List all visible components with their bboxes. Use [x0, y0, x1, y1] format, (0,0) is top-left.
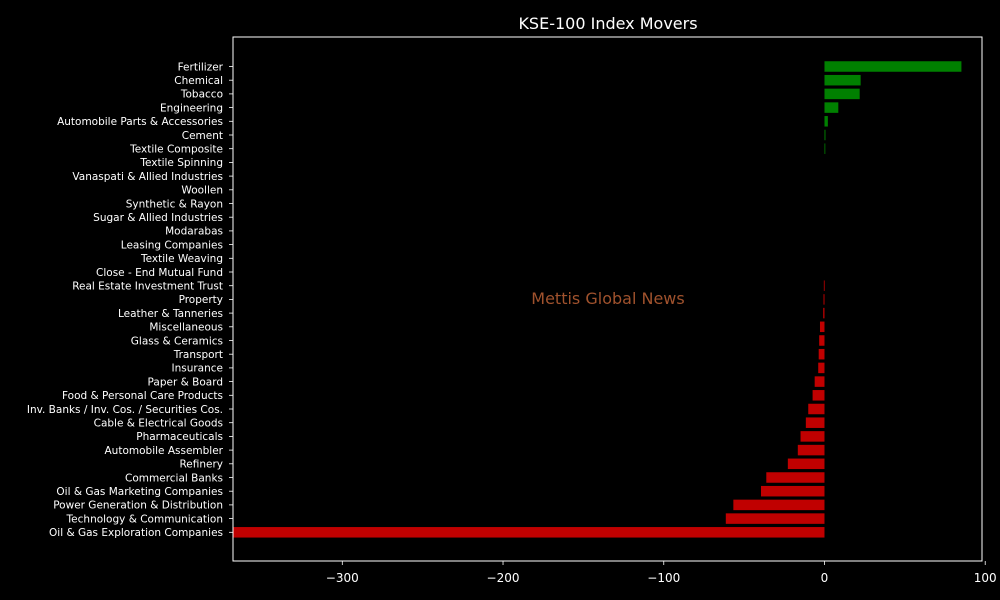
bar-insurance	[818, 362, 825, 374]
bar-engineering	[824, 102, 839, 113]
category-label-close-end-mutual-fund: Close - End Mutual Fund	[96, 267, 223, 279]
watermark: Mettis Global News	[531, 289, 684, 308]
bar-refinery	[787, 458, 825, 470]
bar-property	[823, 294, 825, 305]
category-label-leasing-companies: Leasing Companies	[121, 239, 223, 251]
bars-group	[233, 61, 962, 538]
bar-textile-composite	[824, 143, 826, 154]
bar-technology-communication	[725, 513, 825, 524]
bar-oil-gas-marketing-companies	[760, 485, 825, 497]
bar-transport	[818, 348, 825, 360]
category-label-technology-communication: Technology & Communication	[66, 513, 223, 525]
category-label-automobile-assembler: Automobile Assembler	[105, 445, 224, 457]
x-tick-label: 100	[974, 571, 997, 585]
category-label-leather-tanneries: Leather & Tanneries	[118, 308, 223, 320]
bar-automobile-assembler	[797, 444, 825, 456]
category-label-cement: Cement	[182, 130, 223, 142]
bar-power-generation-distribution	[733, 499, 825, 511]
category-label-miscellaneous: Miscellaneous	[149, 322, 223, 334]
category-label-textile-composite: Textile Composite	[129, 144, 223, 156]
category-label-oil-gas-marketing-companies: Oil & Gas Marketing Companies	[56, 486, 223, 498]
category-label-glass-ceramics: Glass & Ceramics	[131, 335, 223, 347]
bar-chemical	[824, 74, 861, 86]
x-tick-label: 0	[821, 571, 829, 585]
category-label-paper-board: Paper & Board	[148, 376, 223, 388]
bar-pharmaceuticals	[800, 431, 825, 442]
category-label-power-generation-distribution: Power Generation & Distribution	[53, 500, 223, 512]
category-label-textile-spinning: Textile Spinning	[139, 157, 223, 169]
category-label-vanaspati-allied-industries: Vanaspati & Allied Industries	[72, 171, 223, 183]
plot-frame	[232, 36, 983, 562]
category-label-automobile-parts-accessories: Automobile Parts & Accessories	[57, 116, 223, 128]
bar-oil-gas-exploration-companies	[233, 527, 825, 538]
category-label-woollen: Woollen	[181, 185, 223, 197]
category-label-chemical: Chemical	[174, 75, 223, 87]
bar-inv-banks-inv-cos-securities-cos	[808, 403, 825, 415]
x-tick-label: −100	[647, 571, 680, 585]
bar-automobile-parts-accessories	[824, 116, 828, 127]
category-label-refinery: Refinery	[179, 459, 223, 471]
bar-leather-tanneries	[823, 307, 825, 319]
bar-food-personal-care-products	[812, 390, 825, 401]
bar-real-estate-investment-trust	[823, 280, 825, 291]
bar-paper-board	[814, 376, 825, 387]
category-label-food-personal-care-products: Food & Personal Care Products	[62, 390, 223, 402]
category-label-insurance: Insurance	[171, 363, 223, 375]
category-label-modarabas: Modarabas	[165, 226, 223, 238]
bar-cement	[824, 129, 826, 141]
category-label-fertilizer: Fertilizer	[178, 61, 224, 73]
category-label-oil-gas-exploration-companies: Oil & Gas Exploration Companies	[49, 527, 223, 539]
category-label-inv-banks-inv-cos-securities-cos: Inv. Banks / Inv. Cos. / Securities Cos.	[27, 404, 223, 416]
bar-miscellaneous	[819, 321, 825, 333]
bar-tobacco	[824, 88, 860, 100]
bar-commercial-banks	[766, 472, 825, 483]
category-label-commercial-banks: Commercial Banks	[125, 472, 223, 484]
bar-glass-ceramics	[819, 335, 825, 346]
chart-title: KSE-100 Index Movers	[518, 14, 697, 33]
bar-fertilizer	[824, 61, 962, 72]
x-tick-label: −200	[487, 571, 520, 585]
category-label-engineering: Engineering	[160, 102, 223, 114]
category-label-tobacco: Tobacco	[180, 89, 223, 101]
category-label-pharmaceuticals: Pharmaceuticals	[136, 431, 223, 443]
category-label-property: Property	[179, 294, 223, 306]
category-label-sugar-allied-industries: Sugar & Allied Industries	[93, 212, 223, 224]
category-label-cable-electrical-goods: Cable & Electrical Goods	[94, 418, 223, 430]
x-axis: −300 −200 −100 0 100	[326, 561, 997, 585]
bar-cable-electrical-goods	[805, 417, 825, 428]
category-label-synthetic-rayon: Synthetic & Rayon	[126, 198, 223, 210]
x-tick-label: −300	[326, 571, 359, 585]
category-label-real-estate-investment-trust: Real Estate Investment Trust	[72, 281, 223, 293]
category-label-textile-weaving: Textile Weaving	[140, 253, 223, 265]
category-label-transport: Transport	[173, 349, 223, 361]
